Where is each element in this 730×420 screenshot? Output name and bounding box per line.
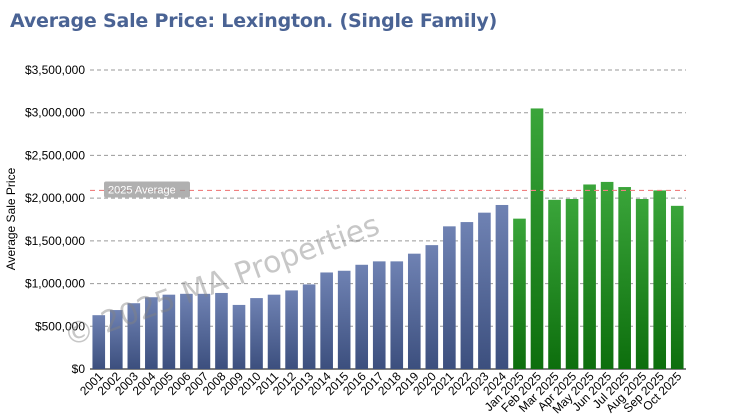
bar-2022[interactable] bbox=[460, 222, 474, 369]
bar-sep-2025[interactable] bbox=[653, 190, 667, 369]
y-tick-label: $3,500,000 bbox=[25, 63, 85, 77]
x-axis-tick-labels: 2001200220032004200520062007200820092010… bbox=[77, 369, 684, 416]
bars bbox=[92, 108, 684, 369]
chart-title: Average Sale Price: Lexington. (Single F… bbox=[10, 10, 498, 32]
bar-2024[interactable] bbox=[495, 204, 509, 369]
bar-2013[interactable] bbox=[302, 284, 316, 369]
bar-jul-2025[interactable] bbox=[618, 187, 631, 369]
bar-jan-2025[interactable] bbox=[513, 218, 526, 369]
bar-oct-2025[interactable] bbox=[670, 205, 684, 369]
bar-2023[interactable] bbox=[478, 212, 491, 369]
bar-2018[interactable] bbox=[390, 261, 404, 369]
bar-apr-2025[interactable] bbox=[565, 198, 579, 369]
y-tick-label: $2,000,000 bbox=[25, 191, 85, 205]
y-tick-label: $1,500,000 bbox=[25, 234, 85, 248]
bar-2004[interactable] bbox=[145, 297, 158, 369]
bar-2008[interactable] bbox=[215, 292, 228, 369]
reference-line-label: 2025 Average bbox=[108, 184, 176, 196]
bar-2005[interactable] bbox=[162, 294, 176, 369]
bar-jun-2025[interactable] bbox=[600, 181, 614, 369]
bar-2012[interactable] bbox=[285, 290, 298, 369]
y-tick-label: $0 bbox=[72, 362, 86, 376]
y-tick-label: $500,000 bbox=[35, 319, 85, 333]
y-tick-label: $3,000,000 bbox=[25, 106, 85, 120]
bar-2003[interactable] bbox=[127, 303, 141, 369]
bar-2020[interactable] bbox=[425, 245, 439, 369]
bar-2010[interactable] bbox=[250, 298, 263, 369]
y-tick-label: $2,500,000 bbox=[25, 148, 85, 162]
bar-2007[interactable] bbox=[197, 293, 211, 369]
bar-2011[interactable] bbox=[267, 294, 281, 369]
bar-2017[interactable] bbox=[372, 261, 386, 369]
y-tick-label: $1,000,000 bbox=[25, 277, 85, 291]
bar-2009[interactable] bbox=[232, 304, 246, 369]
bar-2014[interactable] bbox=[320, 272, 333, 369]
bar-2006[interactable] bbox=[180, 293, 193, 369]
y-axis-tick-labels: $0 $500,000 $1,000,000 $1,500,000 $2,000,000… bbox=[25, 63, 85, 376]
bar-2002[interactable] bbox=[109, 310, 123, 369]
bar-2019[interactable] bbox=[407, 253, 421, 369]
bar-feb-2025[interactable] bbox=[530, 108, 544, 369]
y-axis-label: Average Sale Price bbox=[4, 167, 18, 270]
bar-2001[interactable] bbox=[92, 315, 106, 369]
reference-label-background bbox=[104, 181, 190, 198]
bar-aug-2025[interactable] bbox=[635, 198, 649, 369]
gridlines bbox=[90, 69, 686, 370]
bar-may-2025[interactable] bbox=[583, 184, 596, 369]
bar-2021[interactable] bbox=[443, 226, 456, 369]
bar-2016[interactable] bbox=[355, 264, 369, 369]
bar-2015[interactable] bbox=[337, 270, 351, 369]
bar-mar-2025[interactable] bbox=[548, 199, 561, 369]
reference-line-group: 2025 Average bbox=[90, 181, 686, 198]
